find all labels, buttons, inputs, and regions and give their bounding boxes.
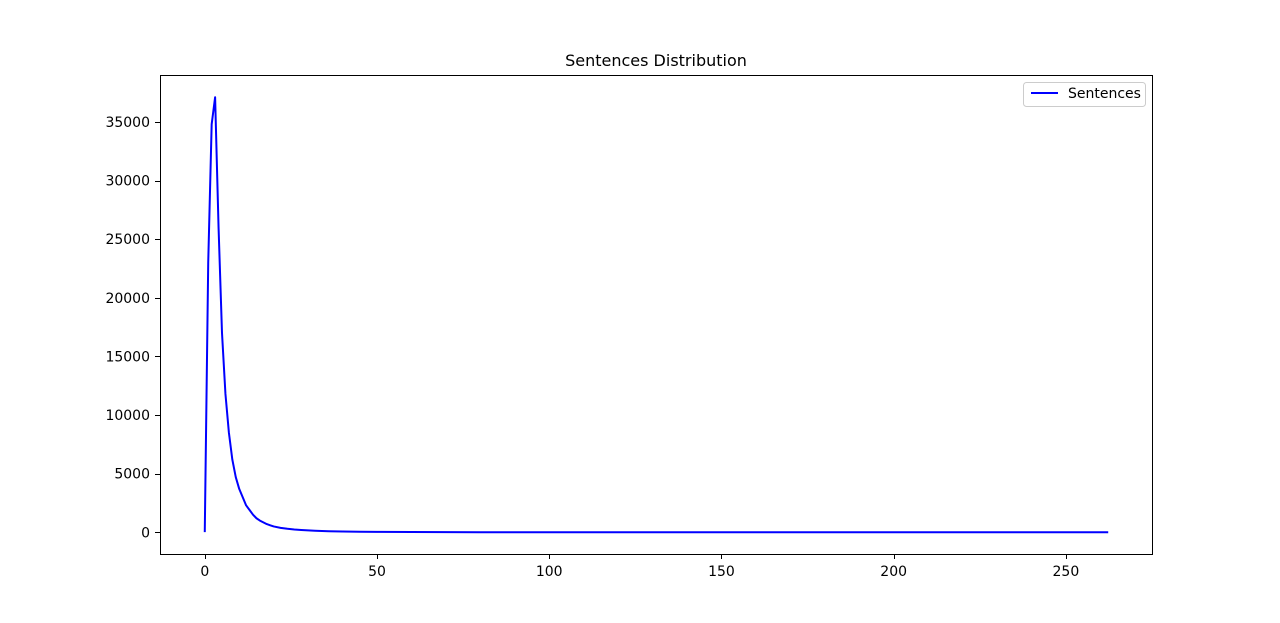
x-tick-label: 150 [708, 564, 735, 580]
x-tick-label: 0 [200, 564, 209, 580]
y-tick-label: 5000 [114, 467, 150, 483]
legend: Sentences [1023, 82, 1146, 107]
x-tick-label: 100 [536, 564, 563, 580]
legend-label-sentences: Sentences [1068, 86, 1141, 102]
series-line-sentences [203, 96, 1109, 534]
x-tick-label: 50 [368, 564, 386, 580]
y-tick-label: 35000 [105, 115, 150, 131]
y-tick-label: 10000 [105, 408, 150, 424]
y-tick-label: 20000 [105, 291, 150, 307]
plot-area-frame [160, 75, 1153, 555]
x-tick-label: 200 [880, 564, 907, 580]
y-tick-label: 0 [141, 525, 150, 541]
y-axis-ticks: 0 5000 10000 15000 20000 25000 30000 35000 [105, 115, 160, 541]
legend-box [1023, 82, 1146, 107]
series-layer [203, 96, 1109, 534]
y-tick-label: 15000 [105, 349, 150, 365]
x-tick-label: 250 [1053, 564, 1080, 580]
y-tick-label: 30000 [105, 174, 150, 190]
y-tick-label: 25000 [105, 232, 150, 248]
chart-title: Sentences Distribution [565, 51, 747, 70]
